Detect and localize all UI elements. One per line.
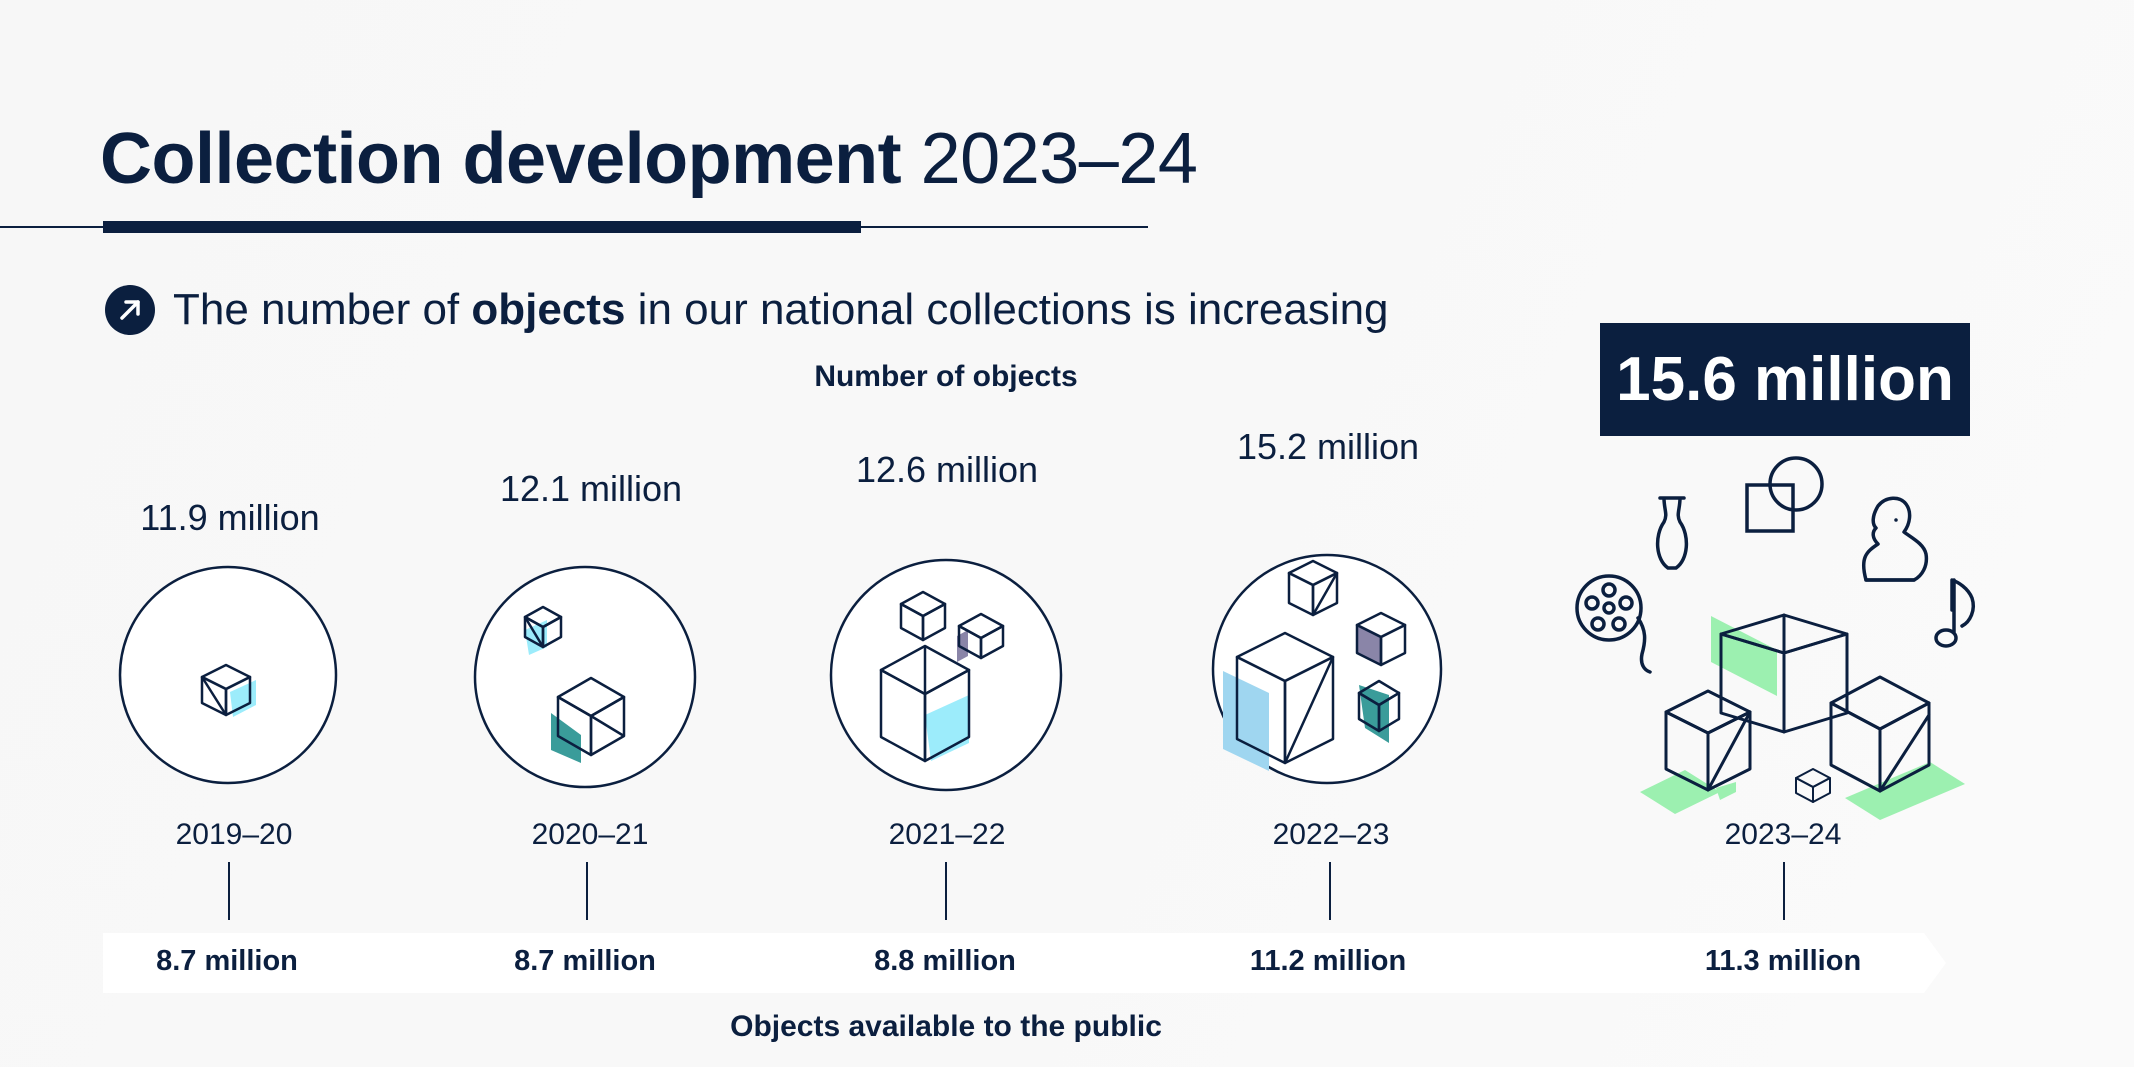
tick-2019-20 [228,862,230,920]
arrow-up-right-icon [105,285,155,335]
film-reel-icon [1575,574,1652,674]
bust-icon [1861,496,1929,582]
subtitle-text-end: in our national collections is increasin… [637,285,1389,334]
year-label-2023-24: 2023–24 [1724,818,1842,851]
tick-2023-24 [1783,862,1785,920]
public-value-2019-20: 8.7 million [156,945,298,977]
title-bold: Collection development [100,119,902,199]
page-title: Collection development 2023–24 [100,118,1198,200]
subtitle-text-start: The number of [173,285,460,334]
total-value-2020-21: 12.1 million [499,468,683,509]
collection-circle-2021-22 [829,558,1063,792]
public-value-2022-23: 11.2 million [1249,945,1407,977]
cube-icon [1795,768,1831,803]
music-note-icon [1934,578,1975,648]
total-value-2022-23: 15.2 million [1236,426,1420,467]
public-value-2023-24: 11.3 million [1704,945,1862,977]
year-label-2020-21: 2020–21 [531,818,649,851]
tick-2022-23 [1329,862,1331,920]
year-label-2022-23: 2022–23 [1272,818,1390,851]
title-year: 2023–24 [920,119,1198,199]
year-label-2021-22: 2021–22 [888,818,1006,851]
series-label-public: Objects available to the public [730,1010,1162,1043]
series-label-total: Number of objects [814,360,1078,393]
public-timeline-bar [103,933,1946,993]
total-value-2019-20: 11.9 million [140,497,320,538]
collection-circle-2020-21 [473,565,697,789]
subtitle-text-bold: objects [471,285,626,334]
public-value-2020-21: 8.7 million [514,945,656,977]
subtitle: The number of objects in our national co… [105,282,1389,338]
collection-cluster-2023-24 [1575,456,1975,820]
collection-circle-2022-23 [1211,553,1443,785]
collection-circle-2019-20 [118,565,338,785]
title-underline-thick [103,221,861,233]
tick-2021-22 [945,862,947,920]
total-value-2021-22: 12.6 million [855,449,1039,490]
shapes-icon [1745,456,1824,533]
tick-2020-21 [586,862,588,920]
year-label-2019-20: 2019–20 [175,818,293,851]
public-value-2021-22: 8.8 million [874,945,1016,977]
latest-total-badge: 15.6 million [1600,323,1970,436]
vase-icon [1655,496,1689,570]
